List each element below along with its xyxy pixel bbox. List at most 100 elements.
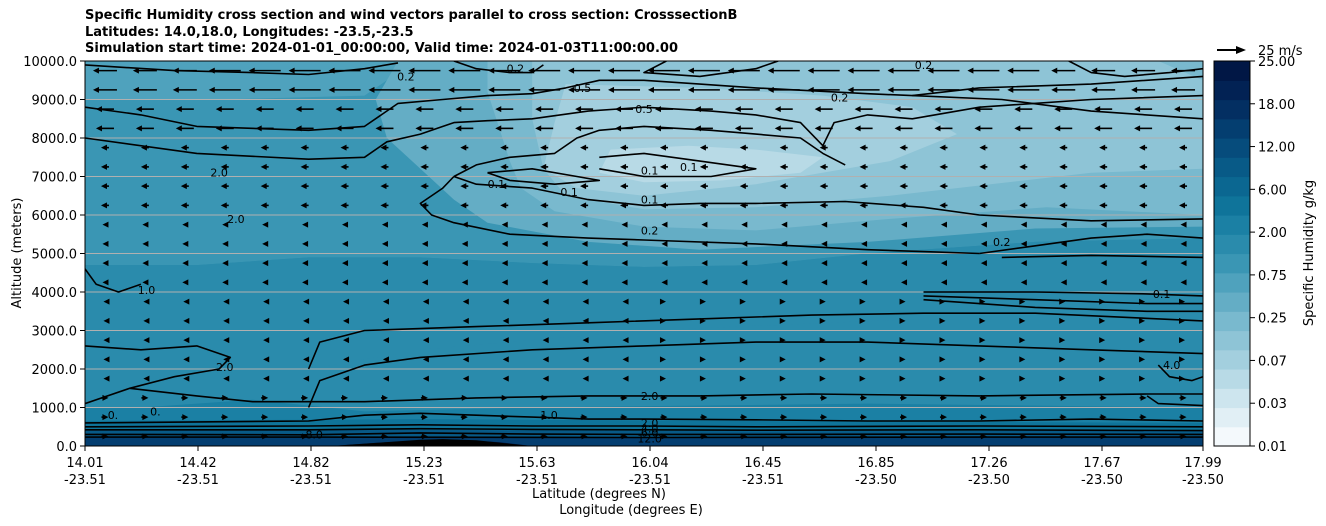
wind-arrowhead-8-5 bbox=[302, 279, 309, 286]
contour-label-12: 0.1 bbox=[560, 186, 578, 199]
x-tick-lon-9: -23.50 bbox=[1081, 473, 1123, 488]
wind-arrowhead-17-21 bbox=[934, 106, 941, 113]
wind-arrowhead-4-13 bbox=[622, 356, 629, 363]
wind-arrowhead-13-22 bbox=[979, 183, 986, 190]
x-tick-lon-6: -23.51 bbox=[742, 473, 784, 488]
wind-arrowhead-6-7 bbox=[382, 317, 389, 324]
x-tick-lat-5: 16.04 bbox=[631, 456, 668, 471]
x-tick-lon-5: -23.51 bbox=[629, 473, 671, 488]
wind-arrowhead-8-9 bbox=[461, 279, 468, 286]
wind-arrowhead-16-15 bbox=[694, 125, 701, 132]
wind-arrowhead-6-9 bbox=[462, 317, 469, 324]
wind-arrowhead-9-10 bbox=[501, 260, 508, 267]
wind-arrowhead-19-12 bbox=[568, 67, 575, 74]
wind-arrowhead-19-7 bbox=[368, 67, 375, 74]
colorbar-segment-12 bbox=[1214, 195, 1250, 216]
wind-arrowhead-5-25 bbox=[1099, 337, 1106, 344]
wind-arrowhead-17-10 bbox=[495, 106, 502, 113]
contour-line-24 bbox=[1146, 395, 1203, 407]
wind-arrowhead-12-14 bbox=[659, 202, 666, 209]
wind-arrowhead-8-24 bbox=[1060, 279, 1067, 286]
wind-arrowhead-3-4 bbox=[263, 375, 270, 382]
y-axis-label: Altitude (meters) bbox=[10, 198, 25, 309]
wind-arrowhead-4-23 bbox=[1019, 356, 1026, 363]
wind-arrowhead-4-10 bbox=[502, 356, 509, 363]
wind-arrowhead-19-14 bbox=[647, 67, 654, 74]
colorbar-segment-10 bbox=[1214, 234, 1250, 255]
wind-arrowhead-17-16 bbox=[734, 106, 741, 113]
wind-arrowhead-12-6 bbox=[340, 202, 347, 209]
wind-arrowhead-3-25 bbox=[1099, 375, 1106, 382]
wind-arrowhead-8-10 bbox=[501, 279, 508, 286]
wind-arrowhead-19-6 bbox=[328, 67, 335, 74]
wind-arrowhead-15-1 bbox=[140, 144, 147, 151]
wind-arrowhead-3-2 bbox=[183, 375, 190, 382]
wind-arrowhead-13-23 bbox=[1019, 183, 1026, 190]
y-tick-label-7: 7000.0 bbox=[32, 171, 78, 186]
wind-arrowhead-0-9 bbox=[461, 433, 468, 440]
wind-arrowhead-16-12 bbox=[575, 125, 582, 132]
contour-line-5 bbox=[912, 94, 1203, 120]
wind-arrowhead-2-26 bbox=[1140, 394, 1147, 401]
wind-arrowhead-6-4 bbox=[263, 317, 270, 324]
x-tick-lat-2: 14.82 bbox=[292, 456, 329, 471]
plot-area: 2.0 2.0 1.0 2.0 0.2 0.2 0.5 0.5 0.2 0.2 0.1 0.1 0.1 0… bbox=[85, 61, 1203, 446]
wind-arrowhead-3-17 bbox=[779, 375, 786, 382]
wind-arrowhead-6-0 bbox=[103, 317, 110, 324]
y-axis: 0.0 1000.0 2000.0 3000.0 4000.0 5000.0 6000.0 7… bbox=[23, 55, 85, 455]
grid-layer bbox=[85, 61, 1203, 446]
wind-arrowhead-15-4 bbox=[260, 144, 267, 151]
x-axis: 14.01 -23.51 14.42 -23.51 14.82 -23.51 15.23 -2… bbox=[64, 446, 1224, 488]
wind-arrowhead-6-2 bbox=[183, 317, 190, 324]
y-tick-label-3: 3000.0 bbox=[32, 325, 78, 340]
wind-arrowhead-19-17 bbox=[767, 67, 774, 74]
wind-arrowhead-13-11 bbox=[540, 183, 547, 190]
wind-arrowhead-9-20 bbox=[901, 260, 908, 267]
colorbar-segment-16 bbox=[1214, 118, 1250, 139]
wind-arrowhead-19-27 bbox=[1171, 67, 1178, 74]
wind-arrowhead-3-0 bbox=[103, 375, 110, 382]
wind-arrowhead-2-7 bbox=[381, 394, 388, 401]
wind-arrowhead-12-17 bbox=[779, 202, 786, 209]
wind-arrowhead-6-3 bbox=[223, 317, 230, 324]
wind-arrowhead-7-15 bbox=[699, 298, 706, 305]
wind-arrowhead-2-20 bbox=[901, 394, 908, 401]
wind-arrowhead-16-11 bbox=[535, 125, 542, 132]
wind-arrowhead-19-5 bbox=[288, 67, 295, 74]
wind-arrowhead-8-20 bbox=[901, 279, 908, 286]
wind-arrowhead-12-12 bbox=[580, 202, 587, 209]
wind-arrowhead-7-5 bbox=[303, 298, 310, 305]
contour-line-1 bbox=[85, 62, 399, 76]
wind-arrowhead-15-10 bbox=[500, 144, 507, 151]
y-tick-label-9: 9000.0 bbox=[32, 94, 78, 109]
wind-arrowhead-0-4 bbox=[262, 433, 269, 440]
wind-arrowhead-2-17 bbox=[781, 394, 788, 401]
wind-arrowhead-8-4 bbox=[262, 279, 269, 286]
wind-arrowhead-10-25 bbox=[1100, 240, 1107, 247]
contour-label-18: 0.1 bbox=[1153, 288, 1171, 301]
wind-arrowhead-14-4 bbox=[260, 163, 267, 170]
contour-label-22: 2.0 bbox=[641, 417, 659, 430]
wind-arrowhead-18-26 bbox=[1131, 86, 1138, 93]
wind-arrowhead-5-14 bbox=[659, 337, 666, 344]
wind-arrowhead-14-2 bbox=[180, 163, 187, 170]
wind-arrowhead-15-14 bbox=[659, 144, 666, 151]
colorbar-tick-label-4: 0.75 bbox=[1258, 269, 1287, 284]
wind-arrowhead-0-27 bbox=[1180, 433, 1187, 440]
wind-arrowhead-13-8 bbox=[420, 183, 427, 190]
wind-arrowhead-17-15 bbox=[694, 106, 701, 113]
wind-arrowhead-14-20 bbox=[899, 163, 906, 170]
wind-arrowhead-5-6 bbox=[343, 337, 350, 344]
wind-arrowhead-16-13 bbox=[615, 125, 622, 132]
wind-arrowhead-0-15 bbox=[701, 433, 708, 440]
wind-arrowhead-4-1 bbox=[143, 356, 150, 363]
x-axis-label-lat: Latitude (degrees N) bbox=[532, 487, 666, 502]
wind-arrowhead-3-15 bbox=[699, 375, 706, 382]
wind-arrowhead-14-14 bbox=[659, 163, 666, 170]
wind-arrowhead-3-23 bbox=[1019, 375, 1026, 382]
wind-arrowhead-11-0 bbox=[102, 221, 109, 228]
wind-arrowhead-8-17 bbox=[781, 279, 788, 286]
contour-label-27: 0. bbox=[108, 409, 119, 422]
wind-arrowhead-3-3 bbox=[223, 375, 230, 382]
wind-arrowhead-13-24 bbox=[1059, 183, 1066, 190]
